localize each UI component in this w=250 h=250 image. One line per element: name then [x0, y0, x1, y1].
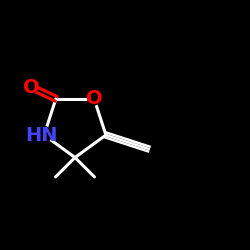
Text: HN: HN: [25, 126, 58, 144]
Circle shape: [25, 81, 37, 93]
Circle shape: [88, 92, 100, 105]
Text: O: O: [23, 78, 39, 96]
Circle shape: [32, 126, 51, 144]
Text: O: O: [86, 89, 102, 108]
